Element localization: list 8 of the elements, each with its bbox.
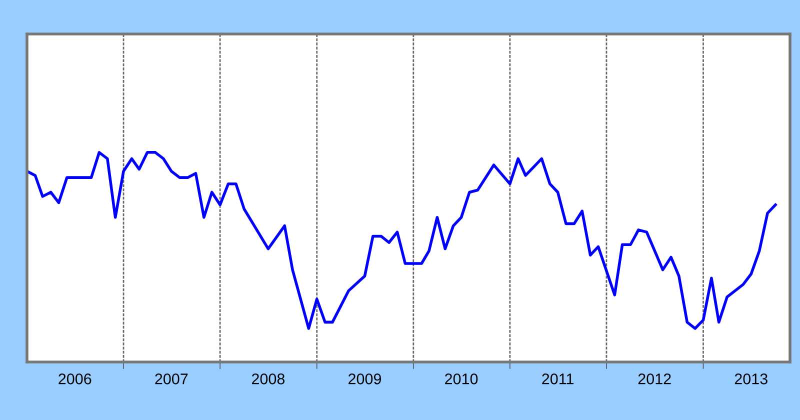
x-tick-label: 2007: [155, 374, 188, 384]
x-tick-label: 2006: [58, 374, 92, 384]
x-tick-label: 2011: [542, 374, 574, 384]
x-tick-label: 2010: [445, 374, 478, 384]
x-tick-label: 2008: [252, 374, 285, 384]
x-tick-label: 2009: [348, 374, 381, 384]
x-tick-label: 2013: [734, 374, 768, 384]
x-tick-label: 2012: [638, 374, 671, 384]
